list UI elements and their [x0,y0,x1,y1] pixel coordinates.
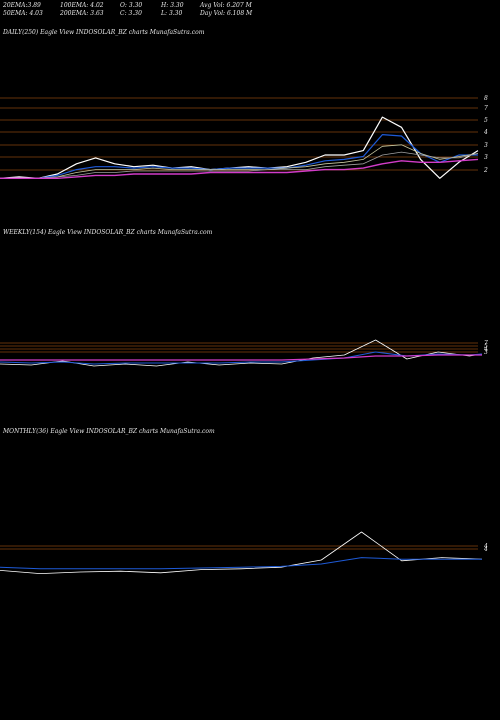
daily-ytick-label: 3 [484,142,488,149]
daily-ytick-label: 8 [484,95,488,102]
stat-open: O: 3.30 [120,2,143,9]
stat-ema20: 20EMA:3.89 [3,2,41,9]
stat-low: L: 3.30 [161,10,183,17]
daily-series-line [0,134,478,179]
weekly-chart-title: WEEKLY(154) Eagle View INDOSOLAR_BZ char… [3,229,213,236]
weekly-ytick-label: 3 [484,349,488,356]
daily-series-line [0,158,479,180]
daily-ytick-label: 2 [483,167,488,174]
daily-series-line [0,144,479,179]
weekly-series-line [0,354,482,361]
monthly-series-line [0,557,482,570]
monthly-ytick-label: 4 [483,546,488,553]
weekly-ytick-label: 4 [483,346,488,353]
stat-close: C: 3.30 [120,10,142,17]
stat-ema100: 100EMA: 4.02 [60,2,104,9]
stat-day-vol: Day Vol: 6.108 M [200,10,253,17]
header-row-1: 20EMA:3.89 100EMA: 4.02 O: 3.30 H: 3.30 … [3,2,252,9]
weekly-ytick-label: 5 [484,343,488,350]
daily-series-line [0,116,479,179]
header-row-2: 50EMA: 4.03 200EMA: 3.63 C: 3.30 L: 3.30… [3,10,252,17]
daily-ytick-label: 3 [484,154,488,161]
daily-chart-title: DAILY(250) Eagle View INDOSOLAR_BZ chart… [3,29,205,36]
weekly-ytick-label: 7 [484,340,488,347]
monthly-chart-title: MONTHLY(36) Eagle View INDOSOLAR_BZ char… [3,428,215,435]
stat-ema200: 200EMA: 3.63 [60,10,104,17]
stat-avg-vol: Avg Vol: 6.207 M [200,2,252,9]
daily-series-line [0,151,479,179]
stat-high: H: 3.30 [161,2,184,9]
monthly-ytick-label: 4 [483,543,488,550]
daily-ytick-label: 4 [483,129,488,136]
daily-ytick-label: 5 [484,117,488,124]
daily-ytick-label: 7 [484,105,488,112]
weekly-series-line [0,339,483,367]
monthly-series-line [0,531,483,574]
stat-ema50: 50EMA: 4.03 [3,10,43,17]
